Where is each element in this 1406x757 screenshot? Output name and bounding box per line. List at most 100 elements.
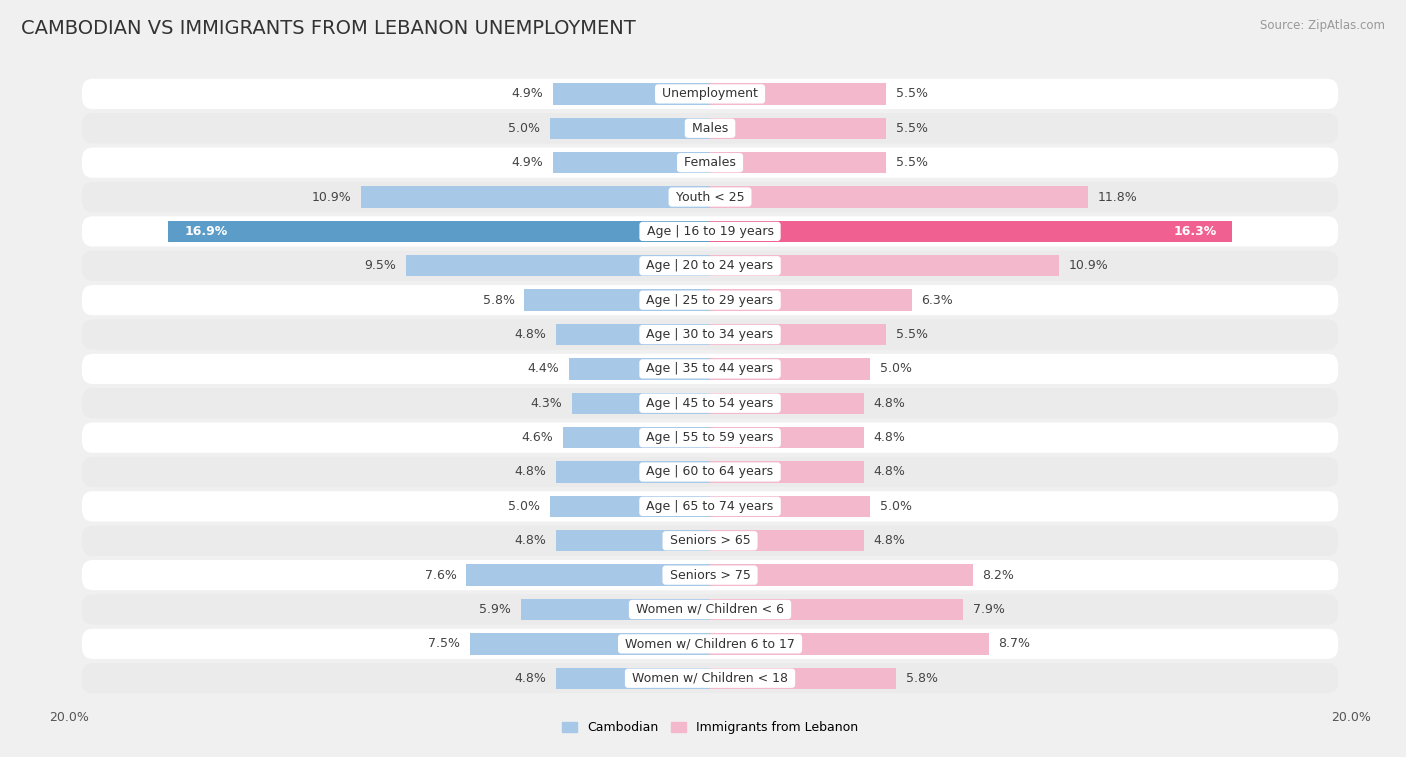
Text: Age | 20 to 24 years: Age | 20 to 24 years	[643, 259, 778, 273]
FancyBboxPatch shape	[82, 251, 1339, 281]
Bar	[553, 152, 710, 173]
Bar	[361, 186, 710, 207]
Bar	[710, 186, 1088, 207]
Text: Seniors > 65: Seniors > 65	[665, 534, 755, 547]
Text: 5.5%: 5.5%	[896, 87, 928, 101]
FancyBboxPatch shape	[82, 319, 1339, 350]
Text: 4.4%: 4.4%	[527, 363, 560, 375]
Text: Women w/ Children < 6: Women w/ Children < 6	[633, 603, 787, 616]
Text: 4.9%: 4.9%	[512, 87, 543, 101]
Text: 16.3%: 16.3%	[1173, 225, 1216, 238]
FancyBboxPatch shape	[82, 594, 1339, 625]
Bar	[405, 255, 710, 276]
Text: 7.5%: 7.5%	[427, 637, 460, 650]
Text: 5.0%: 5.0%	[508, 500, 540, 513]
FancyBboxPatch shape	[82, 629, 1339, 659]
Text: 5.8%: 5.8%	[482, 294, 515, 307]
FancyBboxPatch shape	[82, 182, 1339, 212]
Bar	[467, 565, 710, 586]
Bar	[710, 565, 973, 586]
FancyBboxPatch shape	[82, 560, 1339, 590]
Bar	[557, 668, 710, 689]
Text: Age | 55 to 59 years: Age | 55 to 59 years	[643, 431, 778, 444]
Text: Women w/ Children 6 to 17: Women w/ Children 6 to 17	[621, 637, 799, 650]
Text: Age | 45 to 54 years: Age | 45 to 54 years	[643, 397, 778, 410]
Bar	[557, 324, 710, 345]
Text: Seniors > 75: Seniors > 75	[665, 569, 755, 581]
Text: 5.0%: 5.0%	[508, 122, 540, 135]
Bar	[710, 496, 870, 517]
Text: 9.5%: 9.5%	[364, 259, 396, 273]
FancyBboxPatch shape	[82, 79, 1339, 109]
Bar	[710, 324, 886, 345]
Text: Age | 16 to 19 years: Age | 16 to 19 years	[643, 225, 778, 238]
FancyBboxPatch shape	[82, 285, 1339, 315]
Text: Males: Males	[688, 122, 733, 135]
Text: Unemployment: Unemployment	[658, 87, 762, 101]
FancyBboxPatch shape	[82, 354, 1339, 384]
Text: Age | 65 to 74 years: Age | 65 to 74 years	[643, 500, 778, 513]
Bar	[710, 530, 863, 551]
Text: 16.9%: 16.9%	[184, 225, 228, 238]
Bar	[524, 289, 710, 311]
Bar	[522, 599, 710, 620]
FancyBboxPatch shape	[82, 113, 1339, 143]
Text: 7.6%: 7.6%	[425, 569, 457, 581]
Bar	[710, 221, 1233, 242]
Bar	[569, 358, 710, 379]
Bar	[710, 358, 870, 379]
Bar	[572, 393, 710, 414]
Bar	[553, 83, 710, 104]
Text: 6.3%: 6.3%	[921, 294, 953, 307]
Text: 5.5%: 5.5%	[896, 122, 928, 135]
Text: 10.9%: 10.9%	[311, 191, 352, 204]
Bar	[710, 461, 863, 483]
Text: 4.8%: 4.8%	[873, 466, 905, 478]
Text: Youth < 25: Youth < 25	[672, 191, 748, 204]
Text: Age | 30 to 34 years: Age | 30 to 34 years	[643, 328, 778, 341]
Text: Age | 60 to 64 years: Age | 60 to 64 years	[643, 466, 778, 478]
FancyBboxPatch shape	[82, 525, 1339, 556]
Text: 5.5%: 5.5%	[896, 156, 928, 169]
Bar	[710, 117, 886, 139]
Bar	[550, 117, 710, 139]
Bar	[710, 83, 886, 104]
Text: 4.8%: 4.8%	[515, 671, 547, 685]
Bar	[710, 427, 863, 448]
Text: 4.8%: 4.8%	[515, 466, 547, 478]
Text: 5.0%: 5.0%	[880, 363, 912, 375]
Legend: Cambodian, Immigrants from Lebanon: Cambodian, Immigrants from Lebanon	[557, 716, 863, 739]
Text: 4.8%: 4.8%	[873, 431, 905, 444]
Bar	[710, 393, 863, 414]
Bar	[710, 152, 886, 173]
Text: 4.6%: 4.6%	[522, 431, 553, 444]
Bar	[710, 668, 896, 689]
Text: 5.0%: 5.0%	[880, 500, 912, 513]
Bar	[710, 289, 912, 311]
Bar	[557, 530, 710, 551]
Text: 5.8%: 5.8%	[905, 671, 938, 685]
Text: 4.8%: 4.8%	[873, 397, 905, 410]
Text: 4.8%: 4.8%	[515, 328, 547, 341]
Text: 7.9%: 7.9%	[973, 603, 1005, 616]
Bar	[169, 221, 710, 242]
Bar	[710, 633, 988, 655]
Text: 4.8%: 4.8%	[873, 534, 905, 547]
Text: 11.8%: 11.8%	[1098, 191, 1137, 204]
Text: 5.5%: 5.5%	[896, 328, 928, 341]
FancyBboxPatch shape	[82, 388, 1339, 419]
Text: Females: Females	[681, 156, 740, 169]
Bar	[562, 427, 710, 448]
Text: Women w/ Children < 18: Women w/ Children < 18	[628, 671, 792, 685]
FancyBboxPatch shape	[82, 663, 1339, 693]
Text: 8.2%: 8.2%	[983, 569, 1014, 581]
FancyBboxPatch shape	[82, 148, 1339, 178]
Text: 4.9%: 4.9%	[512, 156, 543, 169]
Text: Age | 25 to 29 years: Age | 25 to 29 years	[643, 294, 778, 307]
Bar	[710, 255, 1059, 276]
Bar	[557, 461, 710, 483]
Text: 10.9%: 10.9%	[1069, 259, 1109, 273]
Text: 5.9%: 5.9%	[479, 603, 512, 616]
FancyBboxPatch shape	[82, 422, 1339, 453]
Bar	[710, 599, 963, 620]
